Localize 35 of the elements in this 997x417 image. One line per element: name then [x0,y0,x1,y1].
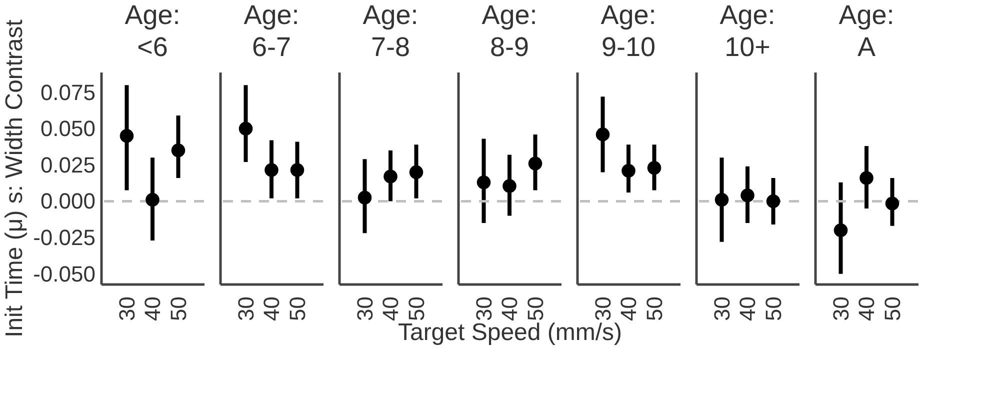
x-tick-label: 30 [709,296,734,321]
x-tick-label: 30 [352,296,378,321]
chart-title: Age: 7-8 [362,0,418,62]
x-tick-label: 30 [590,296,616,321]
y-tick-label: 0.050 [40,116,96,142]
chart-title: Age: 8-9 [482,0,538,62]
y-tick-label: 0.025 [40,152,96,178]
chart-title: Age: 6-7 [244,0,300,62]
x-tick-label: 50 [284,296,310,321]
x-tick-label: 40 [140,296,165,321]
x-tick-label: 50 [522,296,548,321]
x-tick-label: 30 [471,296,496,321]
chart-title: Age: 10+ [720,0,776,62]
x-tick-label: 30 [233,296,258,321]
x-tick-label: 50 [166,296,191,321]
x-tick-label: 40 [735,296,760,321]
y-tick-label: -0.025 [33,225,96,250]
x-tick-label: 50 [642,296,667,321]
y-tick-label: -0.050 [33,261,96,286]
x-tick-label: 40 [616,296,641,321]
x-tick-label: 50 [404,296,429,321]
x-tick-label: 40 [854,296,879,321]
x-tick-label: 40 [378,296,403,321]
x-tick-label: 30 [828,296,854,321]
x-tick-label: 50 [880,296,905,321]
y-tick-label: 0.075 [40,80,96,105]
x-tick-label: 40 [497,296,522,321]
x-tick-label: 30 [114,296,140,321]
x-tick-label: 50 [760,296,786,321]
chart-title: Age: <6 [124,0,180,62]
chart-title: Age: 9-10 [600,0,656,62]
x-tick-label: 40 [259,296,284,321]
y-tick-label: 0.000 [40,188,96,214]
chart-title: Age: A [838,0,894,62]
y-axis-title: Init Time (μ) s: Width Contrast [1,19,28,338]
